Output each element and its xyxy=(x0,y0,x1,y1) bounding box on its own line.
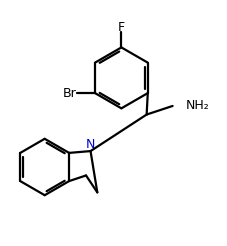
Text: N: N xyxy=(86,138,95,151)
Text: NH₂: NH₂ xyxy=(186,99,210,112)
Text: Br: Br xyxy=(62,87,76,100)
Text: F: F xyxy=(118,21,125,34)
